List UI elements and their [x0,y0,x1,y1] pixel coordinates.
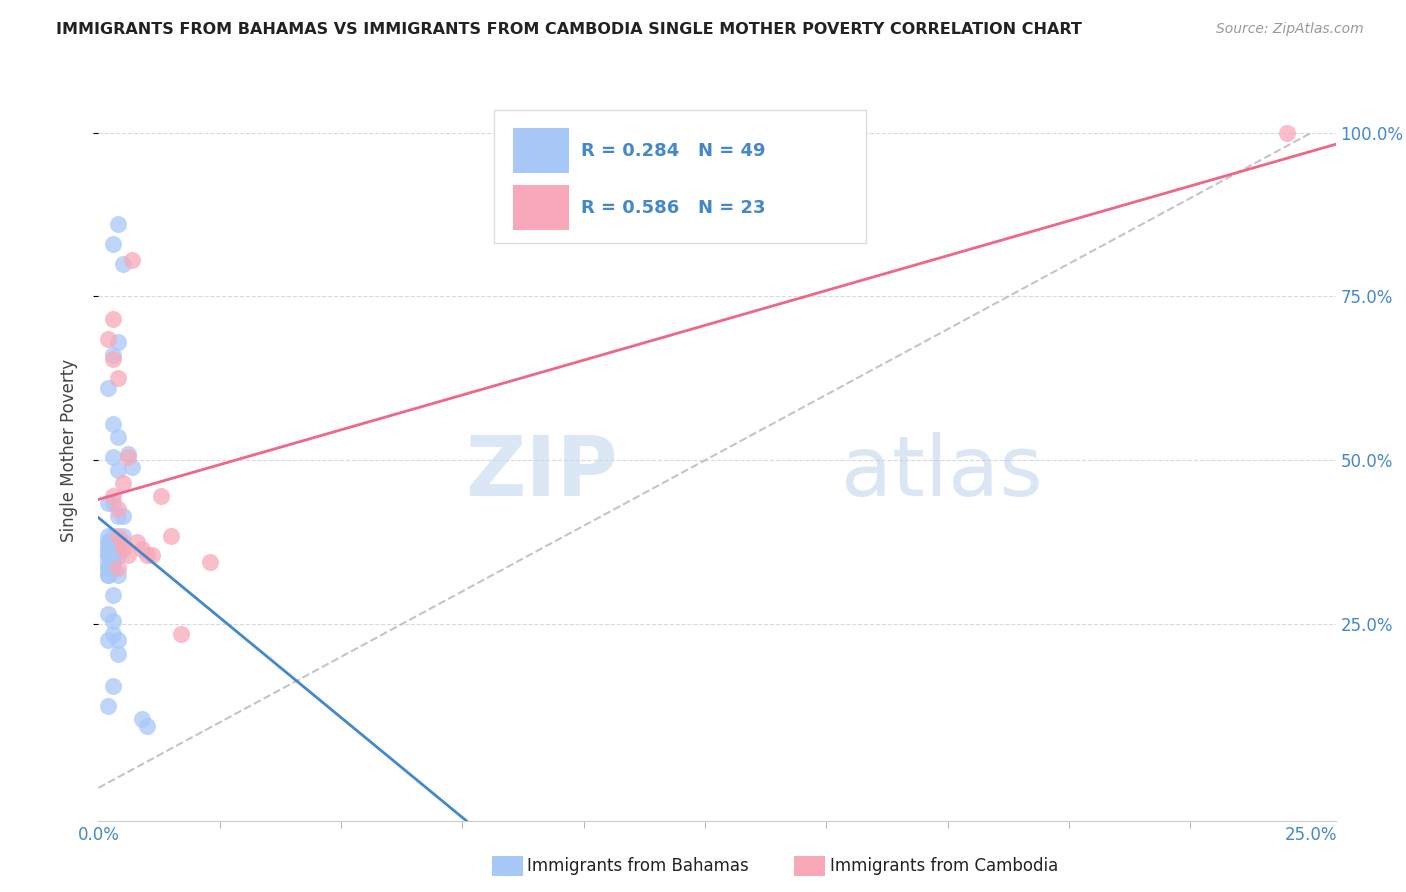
Point [107,568,129,582]
Point [97,607,120,622]
Point [131,712,153,726]
FancyBboxPatch shape [513,128,568,173]
Point [107,528,129,542]
Point [97,496,120,510]
Point [136,718,159,732]
Point [101,588,124,602]
Y-axis label: Single Mother Poverty: Single Mother Poverty [59,359,77,542]
Point [97,561,120,575]
Point [121,253,143,268]
Point [97,568,120,582]
Point [97,541,120,556]
Point [111,257,134,271]
Point [101,528,124,542]
Point [101,561,124,575]
Point [101,450,124,464]
Point [107,430,129,444]
Point [101,351,124,366]
Point [107,502,129,516]
Point [121,459,143,474]
Point [97,535,120,549]
Text: Source: ZipAtlas.com: Source: ZipAtlas.com [1216,22,1364,37]
Point [127,535,149,549]
Point [107,218,129,232]
Point [198,555,221,569]
Point [107,561,129,575]
Text: R = 0.284   N = 49: R = 0.284 N = 49 [581,142,765,160]
Point [107,463,129,477]
Text: ZIP: ZIP [465,432,619,513]
Point [101,555,124,569]
Text: IMMIGRANTS FROM BAHAMAS VS IMMIGRANTS FROM CAMBODIA SINGLE MOTHER POVERTY CORREL: IMMIGRANTS FROM BAHAMAS VS IMMIGRANTS FR… [56,22,1083,37]
Point [150,489,173,503]
Point [117,447,139,461]
Point [101,555,124,569]
Point [97,541,120,556]
Point [97,555,120,569]
Point [160,528,183,542]
Point [101,541,124,556]
Point [101,312,124,326]
FancyBboxPatch shape [495,110,866,244]
Point [97,698,120,713]
Point [101,489,124,503]
Point [101,496,124,510]
Point [97,549,120,563]
Text: atlas: atlas [841,432,1042,513]
Point [107,371,129,385]
Point [107,647,129,661]
Text: R = 0.586   N = 23: R = 0.586 N = 23 [581,199,765,217]
Point [111,541,134,556]
Point [101,679,124,693]
Point [1275,126,1298,140]
Point [111,476,134,491]
Point [97,528,120,542]
Point [111,528,134,542]
Point [97,381,120,395]
Point [101,348,124,362]
Point [136,549,159,563]
Point [97,535,120,549]
Point [107,549,129,563]
Point [97,561,120,575]
Point [101,237,124,252]
Point [101,627,124,641]
Point [111,508,134,523]
Point [107,633,129,648]
Point [141,549,163,563]
Point [97,332,120,346]
Point [107,541,129,556]
FancyBboxPatch shape [513,186,568,230]
Point [131,541,153,556]
Point [97,568,120,582]
Point [101,614,124,628]
Point [107,508,129,523]
Point [117,549,139,563]
Point [117,450,139,464]
Point [97,549,120,563]
Point [97,633,120,648]
Text: Immigrants from Bahamas: Immigrants from Bahamas [527,857,749,875]
Point [111,535,134,549]
Point [101,417,124,432]
Text: Immigrants from Cambodia: Immigrants from Cambodia [830,857,1057,875]
Point [170,627,193,641]
Point [107,335,129,350]
Point [97,549,120,563]
